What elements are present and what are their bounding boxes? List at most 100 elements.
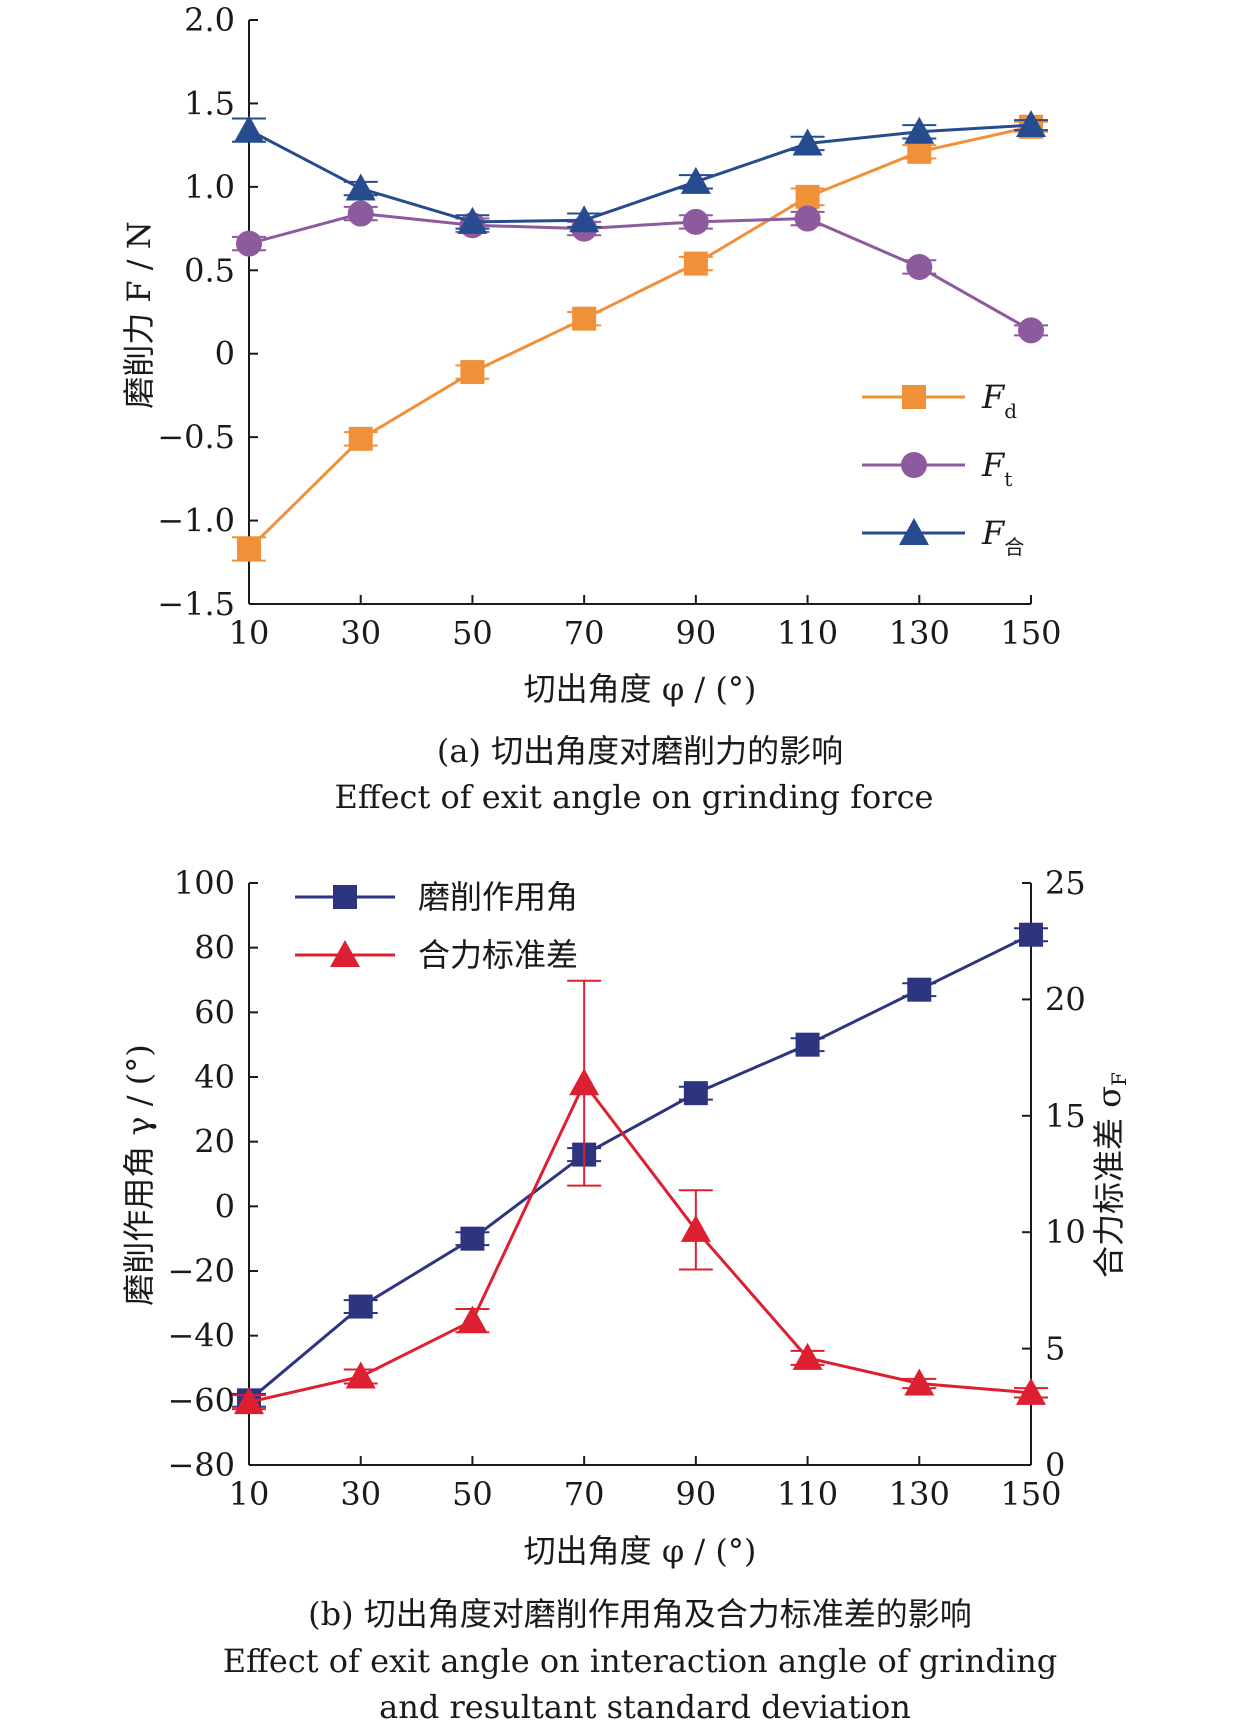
a-data-point-triangle: [457, 206, 488, 234]
a-y-tick-label: −1.5: [157, 585, 235, 623]
b-y-tick-label: −20: [167, 1252, 235, 1290]
chart-a-axes: [248, 20, 1031, 605]
b-legend-marker-square: [333, 885, 357, 909]
b-data-point-square: [1019, 922, 1043, 947]
a-x-tick-label: 30: [340, 614, 381, 652]
b-x-tick-label: 90: [675, 1475, 716, 1513]
chart-a-legend: Fd Ft F合: [862, 378, 1024, 559]
a-data-point-circle: [906, 253, 933, 280]
a-y-tick-label: −1.0: [157, 502, 235, 540]
chart-a-caption-cn: (a) 切出角度对磨削力的影响: [437, 732, 843, 770]
b-data-point-triangle: [234, 1387, 264, 1415]
b-x-tick-label: 50: [452, 1475, 493, 1513]
chart-grinding-force: 10 30 50 70 90 110 130 150 2.0 1.5 1.0 0.5 0 −0.5 −1.0…: [120, 1, 1062, 816]
a-series-line-0: [247, 125, 1032, 551]
b-y-tick-label: 0: [215, 1187, 235, 1225]
chart-b-xlabel: 切出角度 φ / (°): [524, 1532, 757, 1570]
b-y-tick-label: −40: [167, 1317, 235, 1355]
a-y-tick-label: 1.0: [184, 168, 235, 206]
a-x-tick-label: 150: [1000, 614, 1061, 652]
chart-b-y2label-main: 合力标准差 σ: [1090, 1086, 1128, 1278]
a-data-point-triangle: [569, 205, 600, 233]
a-x-tick-label: 50: [452, 614, 493, 652]
a-x-tick-label: 10: [229, 614, 270, 652]
a-data-point-triangle: [680, 166, 711, 194]
a-data-point-circle: [682, 208, 709, 235]
a-series-line-2: [248, 123, 1032, 224]
b-data-point-triangle: [1016, 1377, 1046, 1405]
chart-b-axes: [248, 883, 1032, 1466]
chart-a-ylabel: 磨削力 F / N: [120, 221, 158, 409]
a-x-tick-label: 110: [777, 614, 838, 652]
a-legend-marker-triangle: [899, 518, 929, 545]
a-legend-label: F合: [981, 514, 1024, 559]
b-x-tick-label: 130: [889, 1475, 950, 1513]
a-x-tick-label: 70: [564, 614, 605, 652]
a-series-line-1: [248, 212, 1032, 332]
a-data-point-square: [907, 139, 932, 164]
chart-b-y2label: 合力标准差 σF: [1090, 1072, 1131, 1278]
a-data-point-circle: [1018, 317, 1044, 344]
b-data-point-square: [907, 977, 932, 1002]
chart-b-ticks: 10 30 50 70 90 110 130 150100806040200−20−40−60…: [167, 864, 1085, 1513]
b-y2-tick-label: 0: [1045, 1446, 1065, 1484]
b-legend-label: 磨削作用角: [418, 878, 578, 916]
a-data-point-triangle: [792, 128, 823, 156]
a-legend-label: Fd: [981, 378, 1017, 423]
b-legend-label: 合力标准差: [418, 936, 578, 974]
a-y-tick-label: 0: [215, 335, 235, 373]
b-x-tick-label: 150: [1000, 1475, 1061, 1513]
a-data-point-triangle: [1016, 110, 1046, 138]
b-data-point-triangle: [569, 1068, 600, 1096]
a-data-point-square: [795, 184, 820, 209]
chart-a-caption-en: Effect of exit angle on grinding force: [335, 778, 934, 816]
chart-interaction-angle: 10 30 50 70 90 110 130 150100806040200−20−40−60…: [120, 864, 1131, 1726]
b-y-tick-label: 60: [194, 993, 235, 1031]
a-x-tick-label: 90: [675, 614, 716, 652]
b-x-tick-label: 30: [340, 1475, 381, 1513]
b-y-tick-label: 80: [194, 929, 235, 967]
b-y-tick-label: 40: [194, 1058, 235, 1096]
b-y2-tick-label: 5: [1045, 1330, 1065, 1368]
chart-a-xlabel: 切出角度 φ / (°): [524, 670, 757, 708]
a-data-point-triangle: [234, 115, 264, 143]
b-data-point-square: [348, 1294, 373, 1319]
b-y2-tick-label: 25: [1045, 864, 1086, 902]
b-data-point-square: [460, 1226, 485, 1251]
b-y2-tick-label: 20: [1045, 980, 1086, 1018]
a-data-point-circle: [236, 230, 262, 257]
b-y-tick-label: −60: [167, 1381, 235, 1419]
a-x-tick-label: 130: [889, 614, 950, 652]
b-series-line-1: [248, 1080, 1032, 1404]
b-y-tick-label: 20: [194, 1123, 235, 1161]
b-y2-tick-label: 15: [1045, 1097, 1086, 1135]
a-data-point-triangle: [904, 116, 935, 144]
a-data-point-square: [237, 536, 261, 561]
a-y-tick-label: 0.5: [184, 251, 235, 289]
b-data-point-square: [795, 1032, 820, 1057]
a-y-tick-label: −0.5: [157, 418, 235, 456]
a-legend-label: Ft: [981, 446, 1012, 491]
chart-b-caption-cn: (b) 切出角度对磨削作用角及合力标准差的影响: [308, 1595, 972, 1633]
chart-b-caption-en-1: Effect of exit angle on interaction angl…: [223, 1642, 1057, 1680]
a-data-point-square: [683, 251, 708, 276]
b-data-point-triangle: [792, 1342, 823, 1370]
b-data-point-triangle: [680, 1214, 711, 1242]
chart-b-series: [232, 922, 1048, 1415]
chart-a-ticks: 10 30 50 70 90 110 130 150 2.0 1.5 1.0 0.5 0 −0.5 −1.0…: [157, 1, 1061, 652]
chart-b-caption-en-2: and resultant standard deviation: [379, 1688, 911, 1726]
b-data-point-triangle: [904, 1368, 935, 1396]
chart-b-ylabel: 磨削作用角 γ / (°): [120, 1044, 158, 1305]
b-series-line-0: [248, 933, 1032, 1402]
b-legend-marker-triangle: [330, 940, 360, 967]
b-data-point-square: [683, 1081, 708, 1106]
a-y-tick-label: 2.0: [184, 1, 235, 39]
a-y-tick-label: 1.5: [184, 84, 235, 122]
b-x-tick-label: 70: [564, 1475, 605, 1513]
a-legend-marker-square: [902, 385, 926, 409]
chart-b-y2label-sub: F: [1107, 1072, 1131, 1086]
a-data-point-circle: [794, 205, 821, 232]
a-data-point-circle: [347, 200, 374, 227]
